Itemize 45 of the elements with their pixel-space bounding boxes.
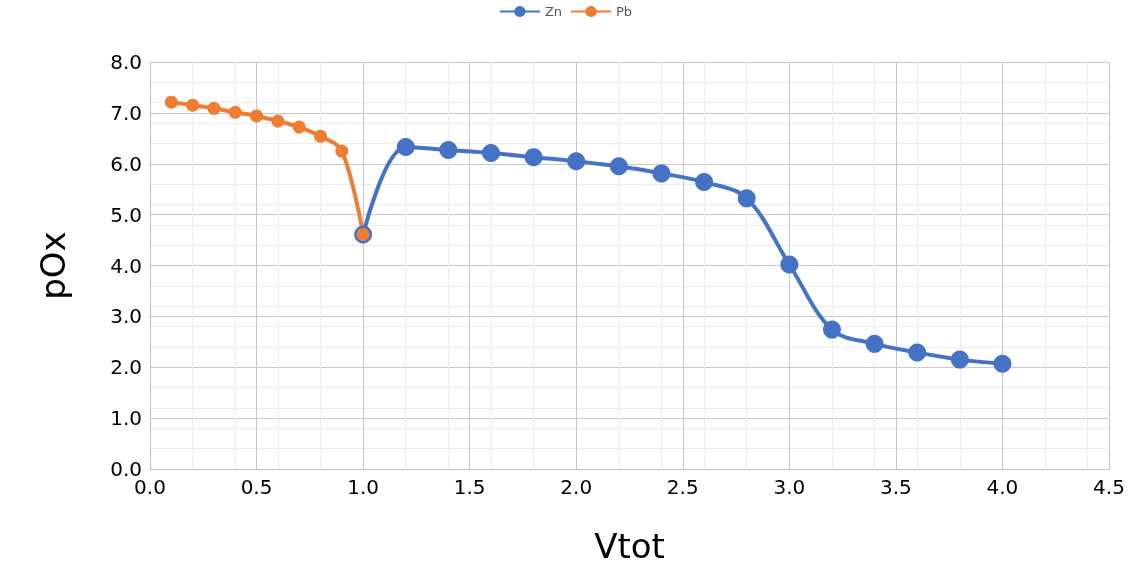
point: [780, 255, 799, 274]
x-tick-label: 3.0: [773, 475, 806, 499]
point: [695, 173, 714, 192]
x-tick-label: 2.0: [560, 475, 593, 499]
y-tick-label: 8.0: [110, 50, 142, 74]
x-tick-label: 1.0: [347, 475, 380, 499]
y-axis-title: pOx: [33, 231, 73, 300]
y-tick-label: 1.0: [110, 406, 142, 431]
point: [439, 141, 458, 160]
point: [164, 95, 178, 109]
point: [609, 157, 628, 176]
point: [250, 109, 264, 123]
point: [335, 144, 349, 158]
point: [737, 189, 756, 208]
x-tick-label: 2.5: [666, 475, 699, 499]
point: [314, 129, 327, 143]
y-tick-label: 6.0: [110, 151, 142, 176]
point: [207, 101, 221, 115]
point: [993, 354, 1012, 373]
y-tick-label: 4.0: [110, 253, 142, 278]
point: [524, 148, 543, 167]
point: [271, 114, 285, 128]
legend-label: Zn: [544, 4, 563, 19]
point: [186, 98, 200, 112]
x-tick-label: 0.5: [240, 475, 273, 499]
y-tick-label: 7.0: [110, 100, 142, 125]
x-tick-label: 3.5: [879, 475, 912, 499]
point: [865, 334, 884, 353]
x-axis-title: Vtot: [594, 526, 665, 566]
point: [396, 137, 415, 156]
point: [908, 343, 927, 362]
y-tick-label: 3.0: [110, 304, 142, 329]
point: [950, 350, 969, 369]
legend-label: Pb: [616, 4, 633, 19]
x-tick-label: 1.5: [453, 475, 486, 499]
point: [292, 120, 306, 134]
point: [228, 105, 242, 119]
x-tick-label: 4.5: [1093, 475, 1125, 499]
point: [822, 320, 841, 339]
y-tick-label: 5.0: [110, 202, 142, 227]
point: [652, 164, 671, 183]
point: [567, 152, 586, 171]
x-tick-label: 4.0: [986, 475, 1019, 499]
point: [482, 144, 500, 163]
y-tick-label: 2.0: [110, 355, 142, 380]
